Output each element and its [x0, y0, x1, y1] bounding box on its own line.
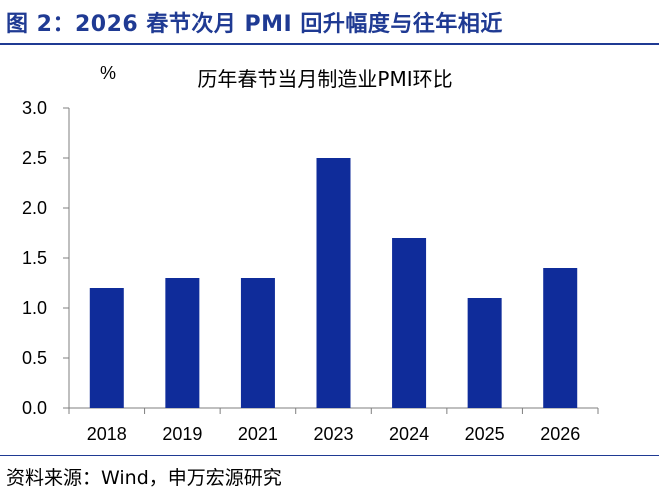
bar-2025: [467, 298, 502, 408]
bar-2024: [392, 238, 427, 408]
x-tick-label: 2019: [162, 424, 202, 444]
y-tick-label: 1.5: [22, 248, 47, 268]
y-tick-label: 1.0: [22, 298, 47, 318]
x-tick-label: 2024: [389, 424, 429, 444]
x-tick-label: 2025: [465, 424, 505, 444]
x-tick-label: 2021: [238, 424, 278, 444]
y-axis: 0.0 0.5 1.0 1.5 2.0 2.5 3.0: [22, 98, 70, 418]
x-axis: 2018 2019 2021 2023 2024 2025 2026: [68, 407, 599, 444]
bar-2021: [240, 278, 275, 408]
y-tick-label: 0.5: [22, 348, 47, 368]
source-note: 资料来源：Wind，申万宏源研究: [6, 467, 282, 489]
y-tick-label: 0.0: [22, 398, 47, 418]
bar-2026: [543, 268, 578, 408]
figure-title: 图 2：2026 春节次月 PMI 回升幅度与往年相近: [6, 12, 503, 37]
title-divider: [0, 43, 659, 45]
bar-2018: [89, 288, 124, 408]
bar-chart: 历年春节当月制造业PMI环比 % 0.0 0.5 1.0 1.5 2.0 2.5 3.0 2…: [22, 63, 599, 444]
bars: [89, 158, 578, 408]
y-tick-label: 2.0: [22, 198, 47, 218]
bar-2023: [316, 158, 351, 408]
x-tick-label: 2026: [540, 424, 580, 444]
y-tick-label: 2.5: [22, 148, 47, 168]
chart-title: 历年春节当月制造业PMI环比: [197, 67, 452, 91]
footer-divider: [0, 455, 659, 456]
x-tick-label: 2018: [87, 424, 127, 444]
y-tick-label: 3.0: [22, 98, 47, 118]
x-tick-label: 2023: [313, 424, 353, 444]
y-axis-unit-label: %: [100, 63, 116, 83]
bar-2019: [165, 278, 200, 408]
